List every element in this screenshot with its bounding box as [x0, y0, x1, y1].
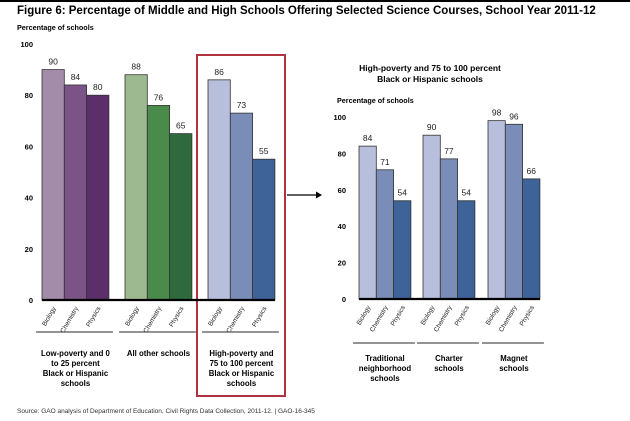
data-label: 80 — [93, 82, 103, 92]
bar — [422, 134, 441, 300]
x-tick-label: Chemistry — [142, 305, 163, 334]
data-label: 73 — [237, 100, 247, 110]
data-label: 77 — [444, 146, 454, 156]
x-tick-label: Biology — [485, 304, 502, 327]
highlight-box — [196, 54, 286, 397]
y-tick-label: 0 — [342, 295, 346, 304]
group-label: 75 to 100 percent — [210, 359, 274, 368]
x-tick-label: Biology — [356, 304, 373, 327]
x-tick-label: Physics — [454, 304, 472, 328]
group-label: to 25 percent — [51, 359, 100, 368]
group-label: Low-poverty and 0 — [41, 349, 111, 358]
group-label: Black or Hispanic — [43, 369, 109, 378]
x-tick-label: Physics — [251, 305, 269, 329]
bar — [169, 133, 193, 301]
bar — [439, 158, 458, 300]
x-tick-label: Chemistry — [59, 305, 80, 334]
bar — [487, 120, 506, 300]
y-tick-label: 0 — [29, 296, 33, 305]
chart-title: High-poverty and 75 to 100 percent — [359, 63, 501, 73]
group-label: High-poverty and — [209, 349, 273, 358]
x-tick-label: Physics — [519, 304, 537, 328]
data-label: 98 — [492, 108, 502, 118]
bar — [522, 178, 541, 300]
group-label: schools — [370, 374, 400, 383]
group-label: neighborhood — [359, 364, 412, 373]
data-label: 96 — [509, 111, 519, 121]
group-label: Magnet — [500, 354, 528, 363]
data-label: 54 — [462, 188, 472, 198]
source-note: Source: GAO analysis of Department of Ed… — [17, 408, 315, 415]
group-label: schools — [499, 364, 529, 373]
data-label: 88 — [131, 62, 141, 72]
y-tick-label: 100 — [333, 113, 346, 122]
bar — [207, 79, 231, 301]
x-tick-label: Physics — [390, 304, 408, 328]
data-label: 71 — [380, 157, 390, 167]
group-label: All other schools — [127, 349, 191, 358]
group-label: schools — [227, 379, 257, 388]
bar — [124, 74, 148, 301]
bar — [457, 200, 476, 300]
data-label: 90 — [427, 122, 437, 132]
bar — [375, 169, 394, 300]
x-tick-label: Physics — [85, 305, 103, 329]
y-tick-label: 60 — [338, 186, 346, 195]
data-label: 54 — [398, 188, 408, 198]
x-tick-label: Biology — [124, 305, 141, 328]
y-tick-label: 80 — [25, 91, 33, 100]
y-tick-label: 20 — [338, 259, 346, 268]
bar — [86, 94, 110, 301]
bar — [41, 69, 65, 301]
bar — [504, 123, 523, 300]
data-label: 66 — [527, 166, 537, 176]
group-label: Charter — [435, 354, 463, 363]
data-label: 76 — [154, 92, 164, 102]
x-tick-label: Physics — [168, 305, 186, 329]
group-label: Traditional — [365, 354, 404, 363]
x-tick-label: Biology — [41, 305, 58, 328]
data-label: 84 — [363, 133, 373, 143]
group-label: schools — [434, 364, 464, 373]
bar — [252, 158, 276, 301]
group-label: schools — [61, 379, 91, 388]
y-tick-label: 40 — [338, 222, 346, 231]
group-label: Black or Hispanic — [209, 369, 275, 378]
x-tick-label: Biology — [420, 304, 437, 327]
y-axis-label: Percentage of schools — [337, 96, 414, 105]
data-label: 90 — [48, 57, 58, 67]
y-tick-label: 80 — [338, 149, 346, 158]
data-label: 55 — [259, 146, 269, 156]
y-tick-label: 40 — [25, 194, 33, 203]
bar — [63, 84, 88, 301]
arrow-icon — [316, 191, 322, 199]
x-tick-label: Biology — [207, 305, 224, 328]
y-tick-label: 100 — [20, 40, 33, 49]
y-axis-label: Percentage of schools — [17, 23, 94, 32]
y-tick-label: 60 — [25, 142, 33, 151]
figure-title: Figure 6: Percentage of Middle and High … — [17, 5, 596, 17]
data-label: 86 — [214, 67, 224, 77]
data-label: 65 — [176, 121, 186, 131]
chart-title: Black or Hispanic schools — [377, 74, 483, 84]
bar — [358, 145, 377, 300]
bar — [393, 200, 412, 300]
bar — [229, 112, 254, 301]
x-tick-label: Chemistry — [225, 305, 246, 334]
top-rule — [0, 0, 630, 2]
data-label: 84 — [71, 72, 81, 82]
bar — [146, 105, 171, 301]
y-tick-label: 20 — [25, 245, 33, 254]
